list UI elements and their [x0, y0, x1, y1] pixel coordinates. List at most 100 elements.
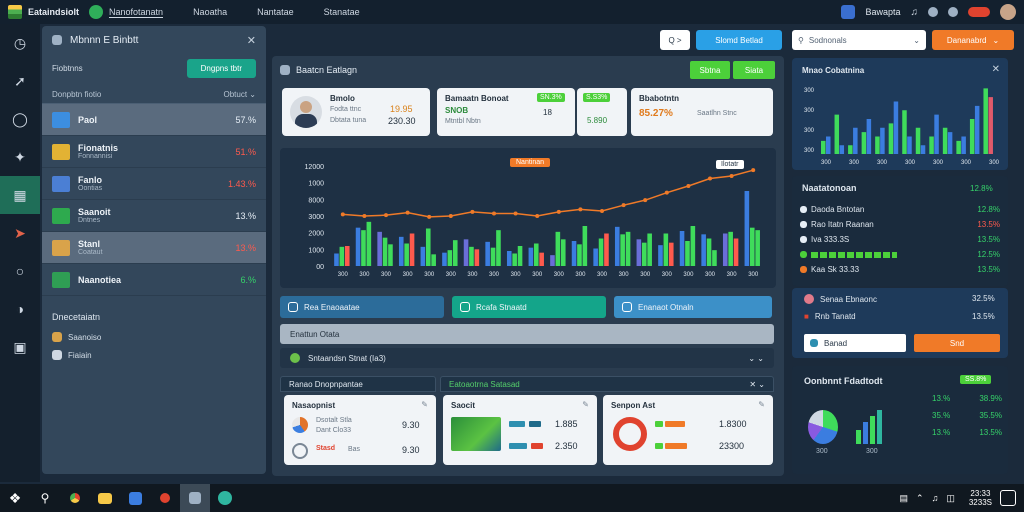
mini-x-tick: 300: [877, 160, 888, 166]
folder-icon[interactable]: [90, 484, 120, 512]
graph-icon[interactable]: ◯: [12, 110, 28, 127]
close-icon[interactable]: ✕: [991, 64, 1000, 75]
pin-icon[interactable]: ✎: [582, 400, 589, 409]
edge-icon[interactable]: [210, 484, 240, 512]
sidebar-item[interactable]: Naanotiea 6.%: [42, 264, 266, 296]
sidebar-small-item[interactable]: Fiaiain: [42, 346, 266, 364]
media-icon[interactable]: [150, 484, 180, 512]
sidebar-item[interactable]: Stanl Coataut 13.%: [42, 232, 266, 264]
chart-bar: [679, 231, 685, 266]
dashboard-icon[interactable]: ▦: [0, 176, 40, 214]
select-row[interactable]: Sntaandsn Stnat (Ia3) ⌄ ⌄: [280, 348, 774, 368]
search-button[interactable]: Q >: [660, 30, 690, 50]
action-pill[interactable]: Enanaot Otnaln: [614, 296, 772, 318]
nav-item-0[interactable]: Nanofotanatn: [109, 6, 164, 18]
trend-point: [578, 207, 583, 212]
store-icon[interactable]: [120, 484, 150, 512]
sidebar-item[interactable]: Paol 57.%: [42, 104, 266, 136]
pin-icon[interactable]: ✎: [421, 400, 428, 409]
trend-point: [427, 214, 432, 219]
sub-row[interactable]: Senaa Ebnaonc: [804, 294, 877, 304]
action-pill[interactable]: Rcafa Stnaatd: [452, 296, 606, 318]
circle-icon[interactable]: ○: [15, 263, 25, 279]
stat-row[interactable]: Rao Itatn Raanan 13.5%: [800, 217, 1000, 232]
chart-bar: [749, 227, 755, 266]
head-button-0[interactable]: Sbtna: [690, 61, 730, 79]
col-right-header[interactable]: Obtuct ⌄: [223, 90, 256, 99]
chrome-icon[interactable]: [60, 484, 90, 512]
action-pill[interactable]: Rea Enaoaatae: [280, 296, 444, 318]
close-icon[interactable]: ✕ ⌄: [749, 380, 765, 389]
notifications-icon[interactable]: [1000, 490, 1016, 506]
chart-bar: [431, 254, 436, 266]
sidebar-small-item[interactable]: Saanoiso: [42, 328, 266, 346]
mini-chart-bar: [915, 127, 921, 154]
sidebar-item[interactable]: Fionatnis Fonnannisi 51.%: [42, 136, 266, 168]
sidebar-item[interactable]: Fanlo Oontias 1.43.%: [42, 168, 266, 200]
stat-row-value: 12.5%: [977, 250, 1000, 259]
dropdown-select[interactable]: ⚲ Sodnonals ⌄: [792, 30, 926, 50]
text-input[interactable]: Banad: [804, 334, 906, 352]
sidebar-primary-button[interactable]: Dngpns tbtr: [186, 58, 256, 78]
windows-start-icon[interactable]: ❖: [8, 489, 22, 506]
network-icon[interactable]: ✦: [14, 148, 26, 165]
clock[interactable]: 23:33 3233S: [968, 489, 992, 507]
profile-icon[interactable]: [841, 5, 856, 19]
sound-icon[interactable]: ♫: [931, 493, 939, 503]
rocket-icon[interactable]: ➚: [14, 72, 26, 89]
bottom-card-0[interactable]: Nasaopnist ✎ Dsotalt Stla Dant Clo33 9.3…: [284, 395, 436, 465]
battery-icon[interactable]: ◫: [946, 492, 955, 503]
profile-label[interactable]: Bawapta: [865, 7, 901, 17]
chart-bar: [420, 246, 426, 266]
globe-icon[interactable]: ◑: [15, 301, 25, 317]
app-icon[interactable]: [180, 484, 210, 512]
right-panel-value: 12.8%: [970, 184, 993, 193]
settings-icon[interactable]: [928, 7, 938, 17]
avatar[interactable]: [1000, 4, 1016, 20]
kpi-card-2[interactable]: Bbabotntn 85.27% Saatlhn Stnc: [631, 88, 773, 136]
bottom-card-1[interactable]: Saocit ✎ 1.885 2.350: [443, 395, 597, 465]
nav-item-2[interactable]: Nantatae: [257, 7, 294, 17]
network-icon[interactable]: ⌃: [916, 492, 924, 503]
orange-button[interactable]: Snd: [914, 334, 1000, 352]
input-icon: [810, 339, 818, 347]
bottom-card-2[interactable]: Senpon Ast ✎ 1.8300 23300: [603, 395, 773, 465]
chart-bar: [463, 239, 469, 266]
info-icon[interactable]: [948, 7, 958, 17]
chart-bar: [701, 234, 706, 266]
close-icon[interactable]: ✕: [246, 34, 256, 47]
pin-icon[interactable]: ✎: [758, 400, 765, 409]
music-icon[interactable]: [89, 5, 104, 19]
sidebar-item[interactable]: Saanoit Dntnes 13.%: [42, 200, 266, 232]
stat-row[interactable]: Daoda Bntotan 12.8%: [800, 202, 1000, 217]
tab-1[interactable]: Eatoaotrna Satasad ✕ ⌄: [440, 376, 774, 392]
bar-icon: [655, 443, 663, 449]
kpi-card-0[interactable]: Bmolo Fodta ttnc Dbtata tuna 19.95 230.3…: [282, 88, 430, 136]
stat-row-label: Daoda Bntotan: [811, 205, 865, 214]
sidebar-item-value: 13.%: [235, 242, 256, 253]
mini-x-tick: 300: [821, 160, 832, 166]
nav-item-3[interactable]: Stanatae: [323, 7, 360, 17]
bell-icon[interactable]: ♫: [910, 6, 919, 18]
tab-0[interactable]: Ranao Dnopnpantae: [280, 376, 436, 392]
head-button-1[interactable]: Siata: [733, 61, 775, 79]
top-bar: Eataindsiolt Nanofotanatn Naoatha Nantat…: [0, 0, 1024, 24]
wifi-icon[interactable]: ▤: [899, 492, 909, 503]
notifications-icon[interactable]: [968, 7, 990, 17]
mini-chart-bar: [902, 110, 907, 154]
kpi-card-1[interactable]: Bamaatn Bonoat SNOB Mtntbl Nbtn SN.3% 18: [437, 88, 575, 136]
orange-dropdown[interactable]: Dananabrd ⌄: [932, 30, 1014, 50]
stat-row[interactable]: Kaa Sk 33.33 13.5%: [800, 262, 1000, 277]
stat-row[interactable]: 12.5%: [800, 247, 1000, 262]
action-button[interactable]: Slomd Betlad: [696, 30, 782, 50]
trend-line: [342, 169, 754, 218]
pin-icon[interactable]: ➤: [14, 224, 26, 241]
nav-item-1[interactable]: Naoatha: [193, 7, 228, 17]
bars-icon: [856, 408, 890, 444]
stat-row[interactable]: Iva 333.3S 13.5%: [800, 232, 1000, 247]
kpi-card-mid[interactable]: S.S3% 5.890: [577, 88, 627, 136]
doc-icon[interactable]: ▣: [13, 338, 27, 355]
search-icon[interactable]: ⚲: [40, 491, 50, 505]
clock-icon[interactable]: ◷: [13, 34, 27, 51]
sub-row[interactable]: ■ Rnb Tanatd: [804, 312, 856, 321]
